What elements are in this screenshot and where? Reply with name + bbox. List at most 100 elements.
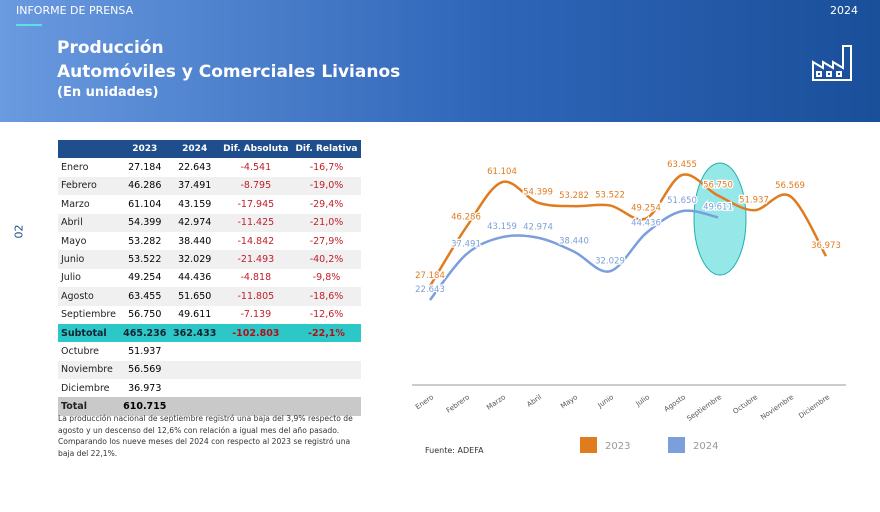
title: Producción [57, 38, 164, 58]
data-label: 42.974 [523, 223, 553, 233]
table-cell: 49.611 [178, 309, 212, 321]
table-row: Noviembre 56.569 [58, 360, 361, 380]
data-label: 32.029 [595, 256, 625, 266]
data-label: 56.569 [775, 181, 805, 191]
data-label: 46.286 [451, 213, 481, 223]
table-row: Febrero 46.286 37.491 -8.795 -19,0% [58, 176, 361, 196]
x-tick-label: Mayo [559, 393, 579, 410]
source: Fuente: ADEFA [425, 446, 484, 455]
note: Comparando los nueve meses del 2024 con … [58, 437, 351, 458]
table-cell: Enero [61, 162, 89, 174]
table-row: Junio 53.522 32.029 -21.493 -40,2% [58, 250, 361, 269]
table-cell: 51.650 [169, 287, 220, 306]
table-cell: -8.795 [219, 176, 292, 196]
x-tick-label: Junio [596, 393, 615, 410]
table-cell: 54.399 [119, 213, 170, 232]
line [428, 173, 828, 287]
empty-cell [169, 397, 220, 416]
table-row: Total 610.715 [58, 397, 361, 416]
table-cell: 44.436 [178, 272, 212, 284]
table-cell: -11.425 [219, 213, 292, 232]
table-row: Julio 49.254 44.436 -4.818 -9,8% [58, 269, 361, 287]
table-cell: 46.286 [119, 176, 170, 196]
notes: La producción nacional de septiembre reg… [58, 413, 358, 459]
x-tick-label: Diciembre [797, 393, 831, 420]
table-row: Agosto 63.455 51.650 -11.805 -18,6% [58, 287, 361, 306]
empty-cell [219, 397, 292, 416]
table-cell: 56.750 [128, 309, 162, 321]
table-row: Abril 54.399 42.974 -11.425 -21,0% [58, 213, 361, 232]
data-label: 44.436 [631, 218, 661, 228]
legend-swatch [580, 437, 597, 453]
empty-cell [291, 360, 361, 380]
table-cell: -21,0% [291, 213, 361, 232]
table-cell: -29,4% [309, 198, 344, 210]
x-tick-label: Noviembre [759, 393, 795, 421]
header: INFORME DE PRENSA 2024 Producción Automó… [0, 0, 880, 122]
data-label: 38.440 [559, 237, 589, 247]
table-cell: 22.643 [178, 162, 212, 174]
data-label: 54.399 [523, 188, 553, 198]
factory-icon [812, 45, 852, 81]
table-cell: Octubre [61, 345, 100, 357]
data-table: 2023 2024 Dif. Absoluta Dif. Relativa Enero 2… [58, 140, 361, 416]
table-cell: 37.491 [169, 176, 220, 196]
table-cell: Agosto [58, 287, 120, 306]
x-tick-label: Marzo [485, 393, 507, 412]
table-cell: 465.236 [119, 323, 170, 343]
table-row: Enero 27.184 22.643 -4.541 -16,7% [58, 158, 361, 176]
table-cell: 38.440 [178, 235, 212, 247]
table-cell: -17.945 [237, 198, 275, 210]
column-header: 2024 [169, 140, 220, 159]
line [429, 209, 719, 301]
x-tick-label: Enero [414, 393, 435, 411]
table-cell: 362.433 [169, 323, 220, 343]
table-cell: 56.569 [119, 360, 170, 380]
table-cell: -40,2% [291, 250, 361, 269]
table-cell: 36.973 [128, 382, 162, 394]
empty-cell [219, 360, 292, 380]
data-label: 22.643 [415, 285, 445, 295]
column-header: Dif. Absoluta [219, 140, 292, 159]
legend-label: 2023 [605, 441, 630, 452]
table-cell: Septiembre [61, 309, 116, 321]
empty-cell [169, 360, 220, 380]
table-cell: -102.803 [219, 323, 292, 343]
table-cell: -19,0% [291, 176, 361, 196]
x-tick-label: Abril [525, 393, 543, 409]
column-header: Dif. Relativa [291, 140, 361, 159]
table-cell: -9,8% [312, 272, 341, 284]
corner [58, 140, 120, 159]
table-row: Diciembre 36.973 [58, 379, 361, 397]
table-cell: 53.282 [128, 235, 162, 247]
table-row: Octubre 51.937 [58, 342, 361, 360]
header-label: INFORME DE PRENSA [16, 4, 134, 17]
x-tick-label: Septiembre [685, 393, 723, 423]
year: 2024 [830, 4, 858, 17]
table-row: Marzo 61.104 43.159 -17.945 -29,4% [58, 195, 361, 213]
x-tick-label: Agosto [663, 393, 687, 413]
data-label: 36.973 [811, 241, 841, 251]
empty-cell [291, 397, 361, 416]
table-cell: 51.937 [128, 345, 162, 357]
accent [16, 24, 42, 26]
note: La producción nacional de septiembre reg… [58, 414, 353, 435]
table-cell: 53.522 [119, 250, 170, 269]
table-cell: 43.159 [178, 198, 212, 210]
table-cell: -4.818 [240, 272, 272, 284]
table-cell: 42.974 [169, 213, 220, 232]
table-cell: Marzo [61, 198, 90, 210]
data-label: 49.254 [631, 203, 661, 213]
data-label: 37.491 [451, 240, 481, 250]
table-row: Mayo 53.282 38.440 -14.842 -27,9% [58, 232, 361, 250]
x-tick-label: Febrero [445, 393, 471, 415]
table-cell: Abril [58, 213, 120, 232]
table-cell: Junio [58, 250, 120, 269]
table-cell: Diciembre [61, 382, 110, 394]
table-row: Septiembre 56.750 49.611 -7.139 -12,6% [58, 306, 361, 324]
table-row: Subtotal 465.236 362.433 -102.803 -22,1% [58, 323, 361, 343]
data-label: 63.455 [667, 160, 697, 170]
table-cell: 27.184 [128, 162, 162, 174]
